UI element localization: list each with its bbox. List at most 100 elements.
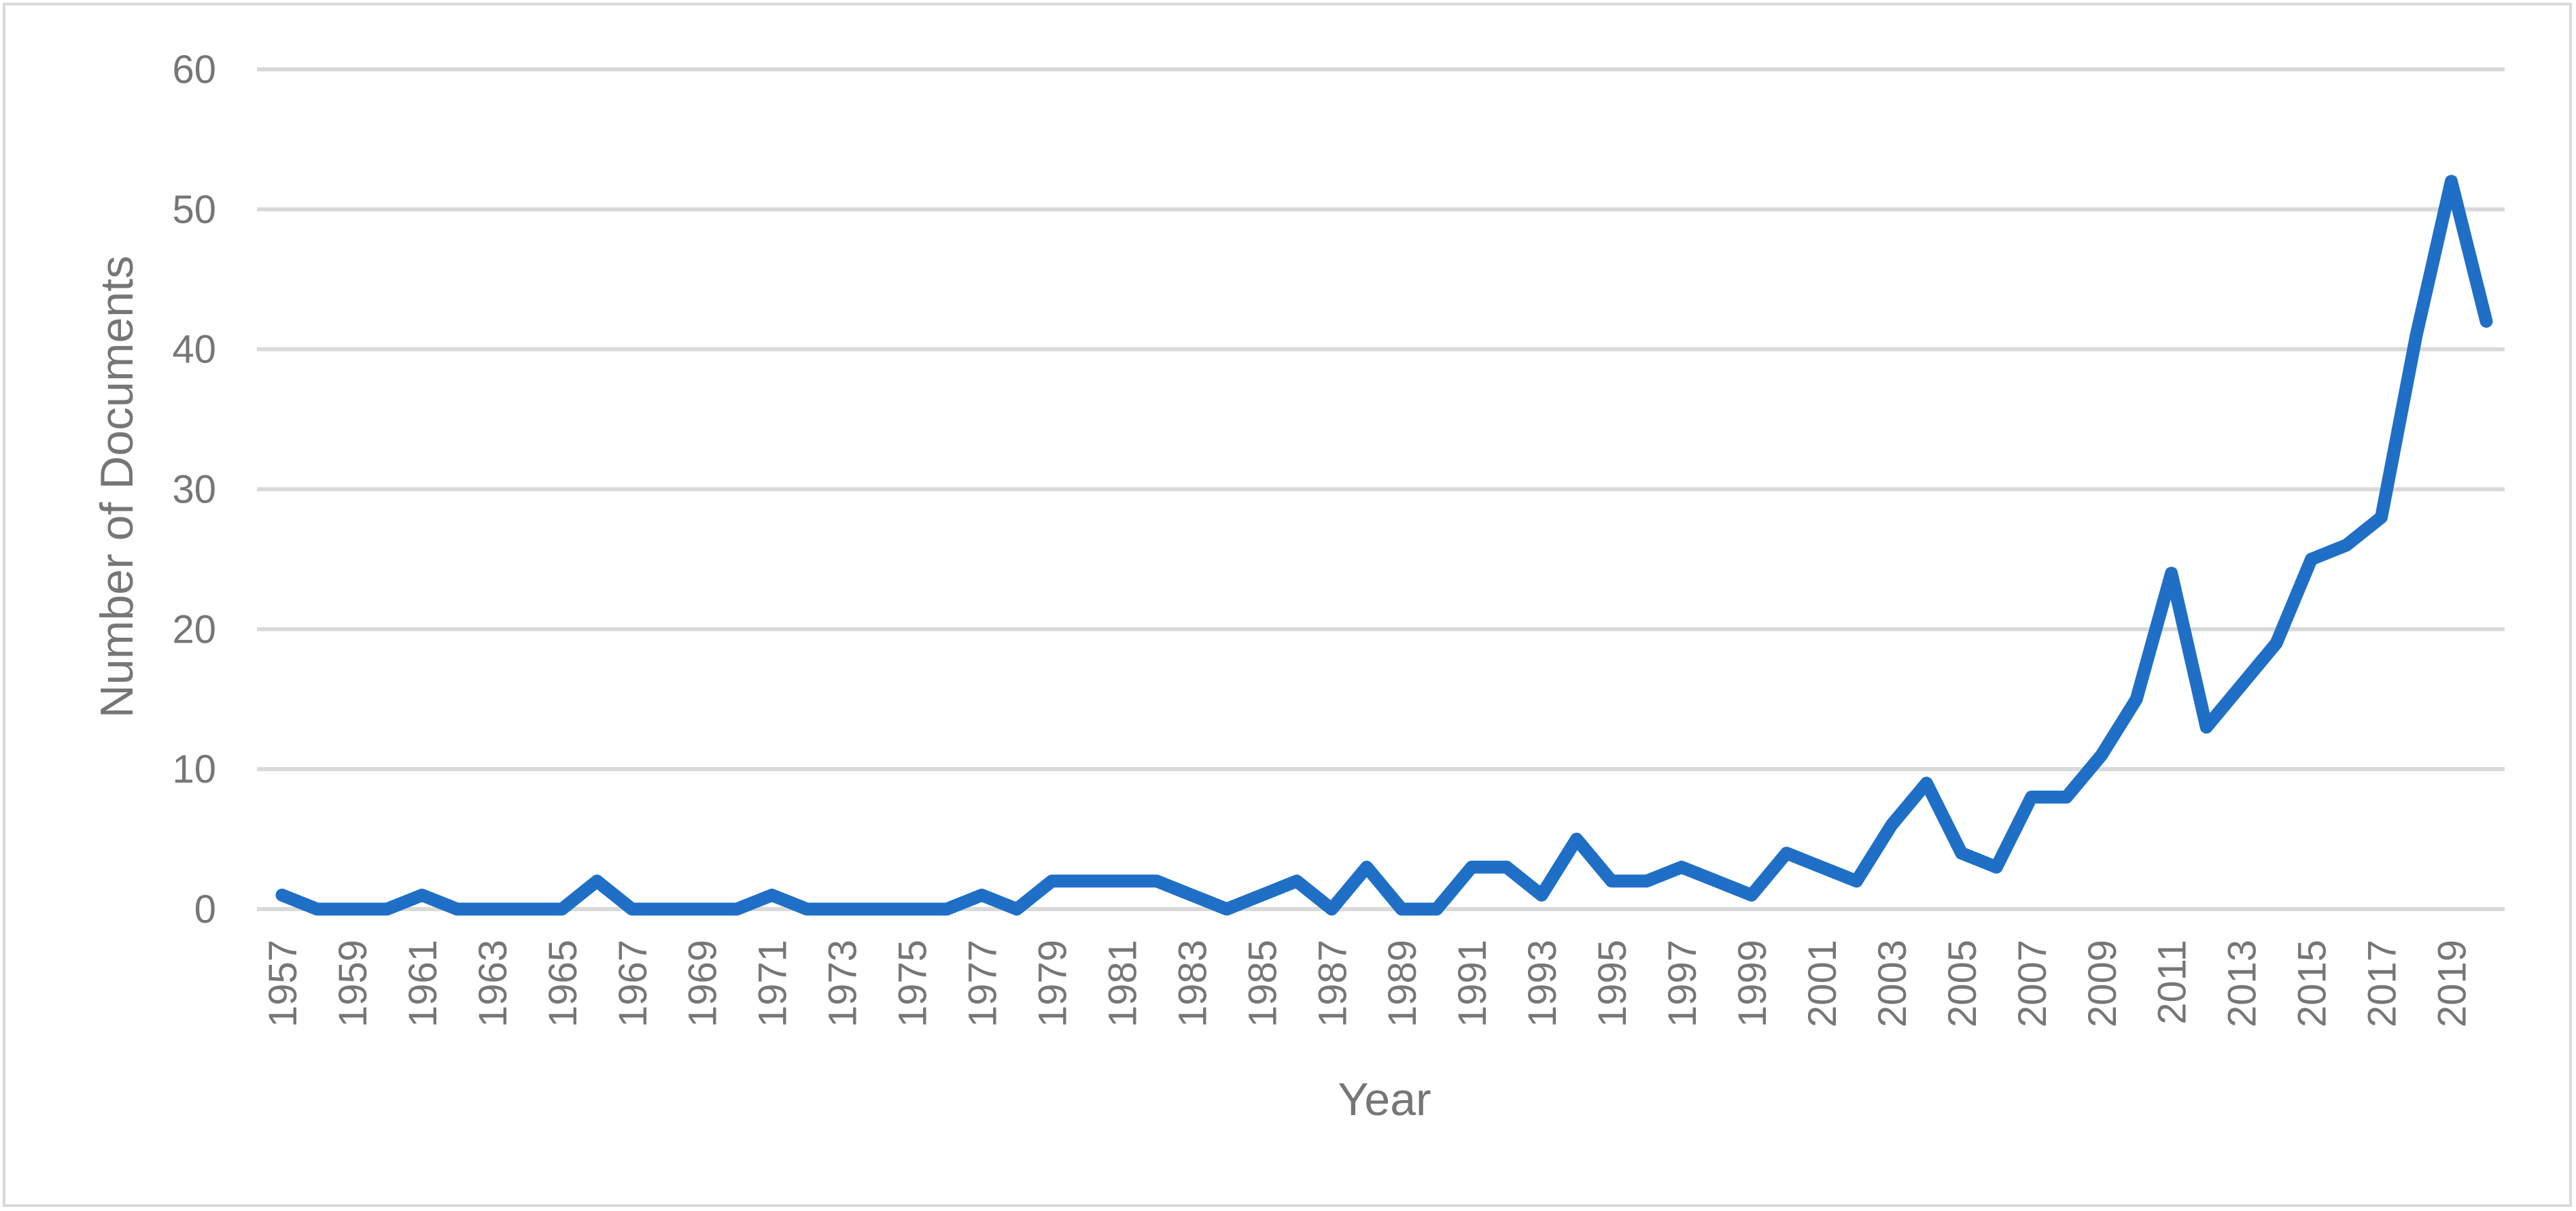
data-point	[2346, 545, 2347, 546]
x-tick-label: 2013	[2221, 940, 2265, 1027]
data-point	[1891, 825, 1892, 826]
data-point	[526, 908, 527, 910]
data-point	[317, 908, 318, 910]
x-tick-label: 1957	[261, 940, 305, 1027]
data-point	[1226, 908, 1228, 910]
y-axis-ticks: 0 10 20 30 40 50 60	[172, 48, 216, 932]
data-point	[2486, 321, 2487, 322]
data-point	[771, 894, 773, 896]
data-point	[1751, 894, 1752, 896]
x-tick-label: 2019	[2431, 940, 2475, 1027]
data-point	[1366, 866, 1368, 868]
x-tick-label: 1995	[1590, 940, 1635, 1027]
data-point	[1471, 866, 1472, 868]
y-tick-label: 10	[172, 747, 216, 791]
x-tick-label: 2005	[1940, 940, 1985, 1027]
data-point	[1856, 881, 1857, 882]
gridlines	[257, 67, 2505, 911]
chart-frame	[3, 3, 2572, 1207]
x-tick-label: 1973	[821, 940, 865, 1027]
x-tick-label: 1983	[1170, 940, 1215, 1027]
data-point	[2136, 698, 2137, 700]
x-tick-label: 2003	[1870, 940, 1915, 1027]
data-point	[701, 908, 703, 910]
data-point	[1926, 783, 1927, 784]
data-point	[491, 908, 493, 910]
data-point	[981, 894, 983, 896]
x-tick-label: 1997	[1660, 940, 1705, 1027]
data-point	[561, 908, 563, 910]
x-tick-label: 1979	[1030, 940, 1075, 1027]
data-point	[1436, 908, 1438, 910]
data-point	[1961, 853, 1962, 854]
x-tick-label: 1975	[891, 940, 935, 1027]
data-point	[946, 908, 947, 910]
data-point	[841, 908, 843, 910]
data-point	[351, 908, 353, 910]
x-axis-title: Year	[1338, 1074, 1431, 1125]
data-point	[806, 908, 807, 910]
x-tick-label: 1963	[471, 940, 515, 1027]
data-point	[1016, 908, 1017, 910]
x-tick-label: 1989	[1380, 940, 1425, 1027]
data-point	[1681, 866, 1682, 868]
y-tick-label: 40	[172, 328, 216, 372]
data-point	[1191, 894, 1192, 896]
data-point	[386, 908, 387, 910]
x-tick-label: 2009	[2081, 940, 2125, 1027]
x-axis-ticks: 1957 1959 1961 1963 1965 1967 1969 1971 1973 1975…	[261, 940, 2475, 1027]
x-tick-label: 1969	[681, 940, 725, 1027]
x-tick-label: 2011	[2151, 940, 2195, 1025]
y-tick-label: 30	[172, 468, 216, 512]
y-axis-title: Number of Documents	[91, 256, 143, 718]
x-tick-label: 1993	[1520, 940, 1565, 1027]
data-point	[736, 908, 737, 910]
y-tick-label: 60	[172, 48, 216, 92]
data-point	[1156, 881, 1158, 882]
x-tick-label: 1961	[401, 940, 445, 1027]
data-point	[1331, 908, 1332, 910]
x-tick-label: 1959	[331, 940, 375, 1027]
y-tick-label: 20	[172, 607, 216, 651]
data-point	[456, 908, 457, 910]
data-point	[1541, 894, 1542, 896]
data-point	[1786, 853, 1788, 854]
data-point	[596, 881, 597, 882]
x-tick-label: 1971	[751, 940, 795, 1027]
x-tick-label: 1965	[541, 940, 585, 1027]
data-point	[1716, 881, 1718, 882]
data-point	[2311, 558, 2312, 560]
data-point	[1506, 866, 1508, 868]
data-point	[1576, 838, 1578, 840]
data-point	[1121, 881, 1122, 882]
data-point	[2276, 643, 2277, 644]
data-point	[911, 908, 913, 910]
data-point	[2101, 755, 2102, 756]
y-tick-label: 50	[172, 188, 216, 232]
x-tick-label: 1977	[961, 940, 1005, 1027]
series-group	[275, 175, 2493, 916]
data-point	[2206, 726, 2207, 728]
x-tick-label: 1991	[1450, 940, 1495, 1027]
data-point	[1821, 866, 1822, 868]
data-point	[2241, 685, 2242, 686]
data-point	[2451, 181, 2452, 182]
data-point	[1646, 881, 1648, 882]
x-tick-label: 1985	[1240, 940, 1285, 1027]
data-point	[2416, 335, 2417, 336]
data-point	[1611, 881, 1612, 882]
data-point	[421, 894, 423, 896]
x-tick-label: 2007	[2011, 940, 2055, 1027]
series-line	[275, 175, 2493, 916]
data-point	[2171, 573, 2172, 574]
x-tick-label: 2017	[2361, 940, 2405, 1027]
data-point	[1051, 881, 1053, 882]
data-point	[281, 894, 283, 896]
data-point	[2381, 517, 2382, 518]
data-point	[1086, 881, 1087, 882]
x-tick-label: 1981	[1100, 940, 1145, 1027]
x-tick-label: 2015	[2291, 940, 2335, 1027]
data-point	[1296, 881, 1298, 882]
data-point	[1261, 894, 1262, 896]
